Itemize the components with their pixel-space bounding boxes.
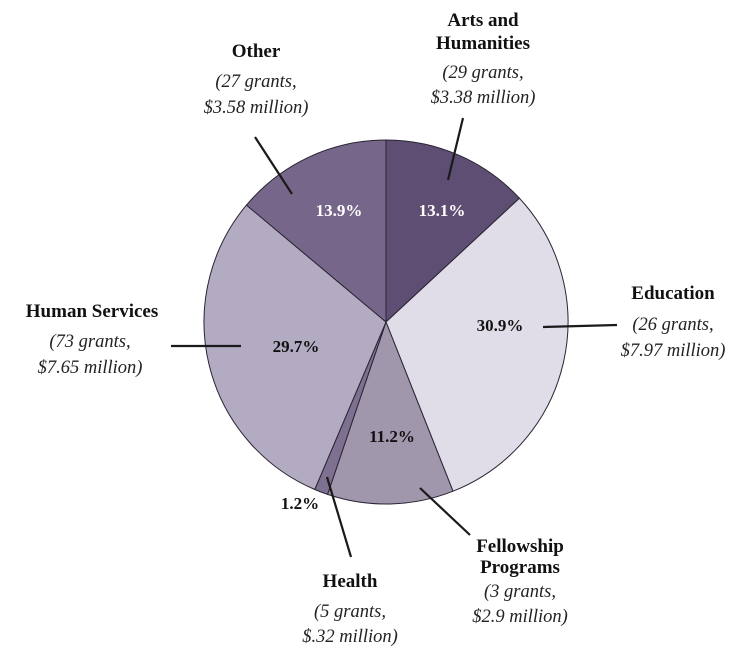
slice-fellowship-programs: [326, 320, 454, 505]
leader-line-arts-and-humanities: [446, 117, 465, 181]
percent-label-human-services: 29.7%: [273, 337, 320, 356]
leader-line-health: [325, 476, 353, 558]
label-fellowship-programs: Fellowship Programs (3 grants, $2.9 milli…: [472, 536, 568, 627]
other-title: Other: [232, 41, 281, 62]
health-amount: $.32 million): [302, 627, 398, 647]
slice-other: [245, 139, 387, 324]
percent-label-other: 13.9%: [316, 201, 363, 220]
other-amount: $3.58 million): [204, 98, 309, 118]
human-services-title: Human Services: [26, 301, 158, 322]
percent-label-health: 1.2%: [281, 494, 319, 513]
fellowship-amount: $2.9 million): [472, 607, 568, 627]
percent-labels: 13.1% 30.9% 11.2% 1.2% 29.7% 13.9%: [273, 201, 524, 513]
label-education: Education (26 grants, $7.97 million): [621, 283, 726, 361]
education-grants: (26 grants,: [632, 315, 713, 335]
leader-line-education: [542, 323, 618, 329]
slice-human-services: [203, 204, 387, 491]
education-title: Education: [631, 283, 715, 304]
percent-label-arts-and-humanities: 13.1%: [419, 201, 466, 220]
percent-label-fellowship-programs: 11.2%: [369, 427, 415, 446]
label-human-services: Human Services (73 grants, $7.65 million…: [26, 301, 158, 378]
health-title: Health: [323, 571, 378, 592]
human-services-amount: $7.65 million): [38, 358, 143, 378]
human-services-grants: (73 grants,: [49, 332, 130, 352]
arts-title-line-2: Humanities: [436, 33, 530, 54]
fellowship-title-line-2: Programs: [480, 557, 560, 578]
leader-line-other: [254, 136, 293, 195]
slice-arts-and-humanities: [385, 139, 521, 324]
fellowship-grants: (3 grants,: [484, 582, 556, 602]
label-health: Health (5 grants, $.32 million): [302, 571, 398, 647]
percent-label-education: 30.9%: [477, 316, 524, 335]
label-arts-and-humanities: Arts and Humanities (29 grants, $3.38 mil…: [431, 10, 536, 108]
arts-grants: (29 grants,: [442, 63, 523, 83]
pie-slices: [203, 139, 569, 505]
arts-title-line-1: Arts and: [447, 10, 519, 31]
fellowship-title-line-1: Fellowship: [476, 536, 564, 557]
slice-education: [385, 197, 569, 492]
other-grants: (27 grants,: [215, 72, 296, 92]
leader-lines: [171, 117, 618, 558]
leader-line-fellowship-programs: [419, 487, 471, 536]
education-amount: $7.97 million): [621, 341, 726, 361]
arts-amount: $3.38 million): [431, 88, 536, 108]
label-other: Other (27 grants, $3.58 million): [204, 41, 309, 118]
health-grants: (5 grants,: [314, 602, 386, 622]
